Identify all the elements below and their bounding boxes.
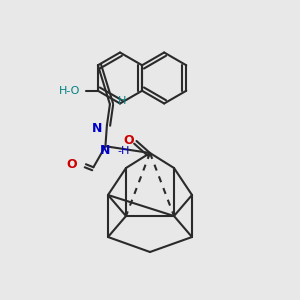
Text: H-O: H-O: [58, 86, 80, 96]
Text: N: N: [92, 122, 102, 135]
Text: O: O: [124, 134, 134, 148]
Text: O: O: [66, 158, 77, 171]
Text: -H: -H: [117, 146, 130, 156]
Text: H: H: [117, 96, 126, 106]
Text: N: N: [100, 144, 110, 157]
